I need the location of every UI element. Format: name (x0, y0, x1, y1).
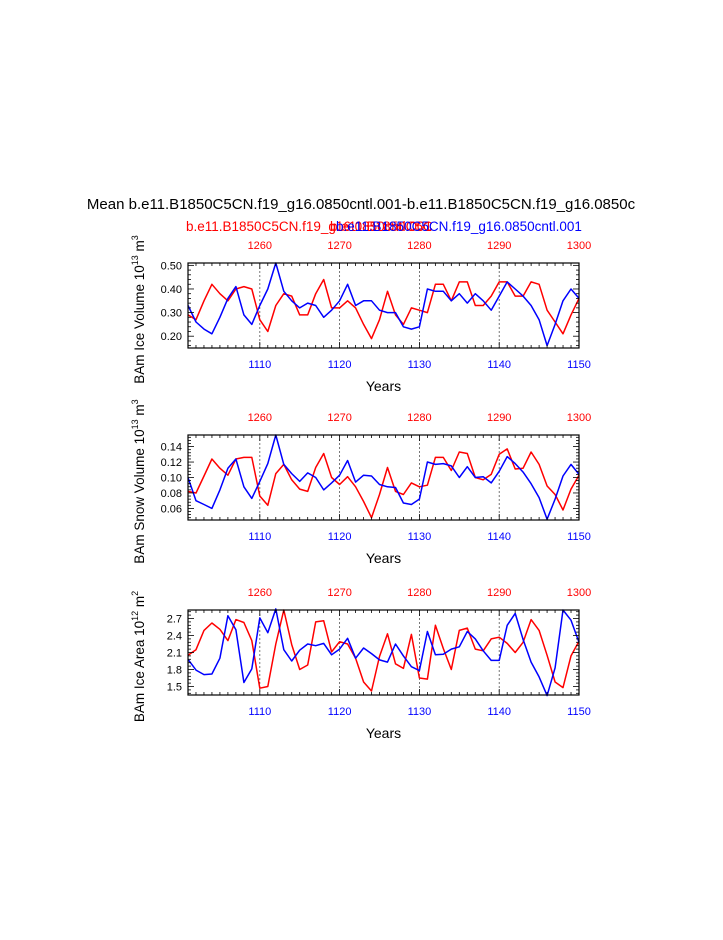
x-tick-label: 1150 (567, 531, 591, 543)
y-axis-title-main: BAm Ice Volume 10 (132, 265, 147, 384)
y-tick-label: 2.7 (167, 614, 182, 626)
top-x-tick-label: 1260 (248, 412, 272, 424)
y-tick-label: 0.14 (161, 442, 182, 454)
y-tick-label: 0.06 (161, 503, 182, 515)
y-tick-label: 0.30 (161, 308, 182, 320)
legend-label-case1: b.e11.B1850C5CN.f19_g16.0850cntl.001 (186, 219, 432, 234)
panel-2: 0.06 0.08 0.10 0.12 0.14 1110 1120 1130 1140 1150… (130, 399, 591, 566)
plot-frame (187, 262, 580, 349)
y-axis-title: BAm Snow Volume 1013 m3 (130, 399, 147, 563)
y-axis-title-exponent: 13 (130, 419, 140, 429)
series-line-case1 (187, 278, 580, 340)
y-axis-title-unit: m (132, 404, 147, 419)
plot-frame (187, 434, 580, 521)
top-x-tick-label: 1280 (407, 587, 431, 599)
top-x-tick-label: 1280 (407, 240, 431, 252)
y-axis-title: BAm Ice Area 1012 m2 (130, 591, 147, 722)
x-tick-label: 1110 (248, 359, 271, 371)
y-axis-title-main: BAm Snow Volume 10 (132, 429, 147, 563)
legend-label-mid: b.e11.B1850C5C (330, 219, 433, 234)
top-x-tick-label: 1300 (567, 412, 591, 424)
y-axis-title-exponent: 13 (130, 255, 140, 265)
y-tick-label: 0.20 (161, 331, 182, 343)
x-tick-label: 1110 (248, 531, 271, 543)
x-tick-label: 1120 (328, 531, 352, 543)
x-tick-label: 1130 (408, 359, 432, 371)
y-tick-label: 2.4 (167, 631, 182, 643)
x-tick-label: 1140 (487, 706, 511, 718)
top-x-tick-label: 1270 (327, 587, 351, 599)
top-x-tick-label: 1270 (327, 240, 351, 252)
y-tick-label: 1.8 (167, 665, 182, 677)
series-line-case1 (187, 448, 580, 519)
series-line-case2 (187, 262, 580, 347)
top-x-tick-label: 1290 (487, 587, 511, 599)
x-tick-label: 1140 (487, 531, 511, 543)
x-tick-label: 1140 (487, 359, 511, 371)
series-line-case2 (187, 434, 580, 520)
x-axis-title: Years (366, 725, 401, 741)
y-axis-title-main: BAm Ice Area 10 (132, 621, 147, 722)
y-tick-label: 2.1 (167, 648, 182, 660)
y-axis-title: BAm Ice Volume 1013 m3 (130, 235, 147, 384)
top-x-tick-label: 1260 (248, 587, 272, 599)
top-x-tick-label: 1300 (567, 587, 591, 599)
legend-label-case2: b.e11.B1850C5CN.f19_g16.0850cntl.001 (336, 219, 582, 234)
y-axis-title-unit: m (132, 596, 147, 611)
top-x-tick-label: 1270 (327, 412, 351, 424)
x-tick-label: 1150 (567, 706, 591, 718)
y-tick-label: 0.12 (161, 457, 182, 469)
series-line-case2 (187, 608, 580, 697)
top-x-tick-label: 1260 (248, 240, 272, 252)
y-axis-title-unit-exponent: 3 (130, 399, 140, 404)
y-axis-title-exponent: 12 (130, 611, 140, 621)
y-axis-title-unit: m (132, 240, 147, 255)
figure-title: Mean b.e11.B1850C5CN.f19_g16.0850cntl.00… (87, 196, 636, 213)
x-tick-label: 1130 (408, 531, 432, 543)
top-x-tick-label: 1290 (487, 240, 511, 252)
x-axis-title: Years (366, 378, 401, 394)
panel-1: 0.20 0.30 0.40 0.50 1110 1120 1130 1140 1150 1260… (130, 235, 591, 394)
plot-frame (187, 609, 580, 696)
top-x-tick-label: 1290 (487, 412, 511, 424)
panel-3: 1.5 1.8 2.1 2.4 2.7 1110 1120 1130 1140 1150 1260 1… (130, 587, 591, 741)
y-tick-label: 0.50 (161, 260, 182, 272)
y-tick-label: 1.5 (167, 682, 182, 694)
x-tick-label: 1130 (408, 706, 432, 718)
x-tick-label: 1120 (328, 706, 352, 718)
x-tick-label: 1120 (328, 359, 352, 371)
legend-labels: b.e11.B1850C5CN.f19_g16.0850cntl.001 b.e… (186, 219, 582, 234)
top-x-tick-label: 1280 (407, 412, 431, 424)
x-tick-label: 1110 (248, 706, 271, 718)
x-axis-title: Years (366, 550, 401, 566)
y-axis-title-unit-exponent: 3 (130, 235, 140, 240)
y-tick-label: 0.08 (161, 488, 182, 500)
series-line-case1 (187, 609, 580, 692)
x-tick-label: 1150 (567, 359, 591, 371)
y-tick-label: 0.10 (161, 473, 182, 485)
y-axis-title-unit-exponent: 2 (130, 591, 140, 596)
panels: 0.20 0.30 0.40 0.50 1110 1120 1130 1140 1150 1260… (130, 235, 591, 741)
top-x-tick-label: 1300 (567, 240, 591, 252)
y-tick-label: 0.40 (161, 284, 182, 296)
